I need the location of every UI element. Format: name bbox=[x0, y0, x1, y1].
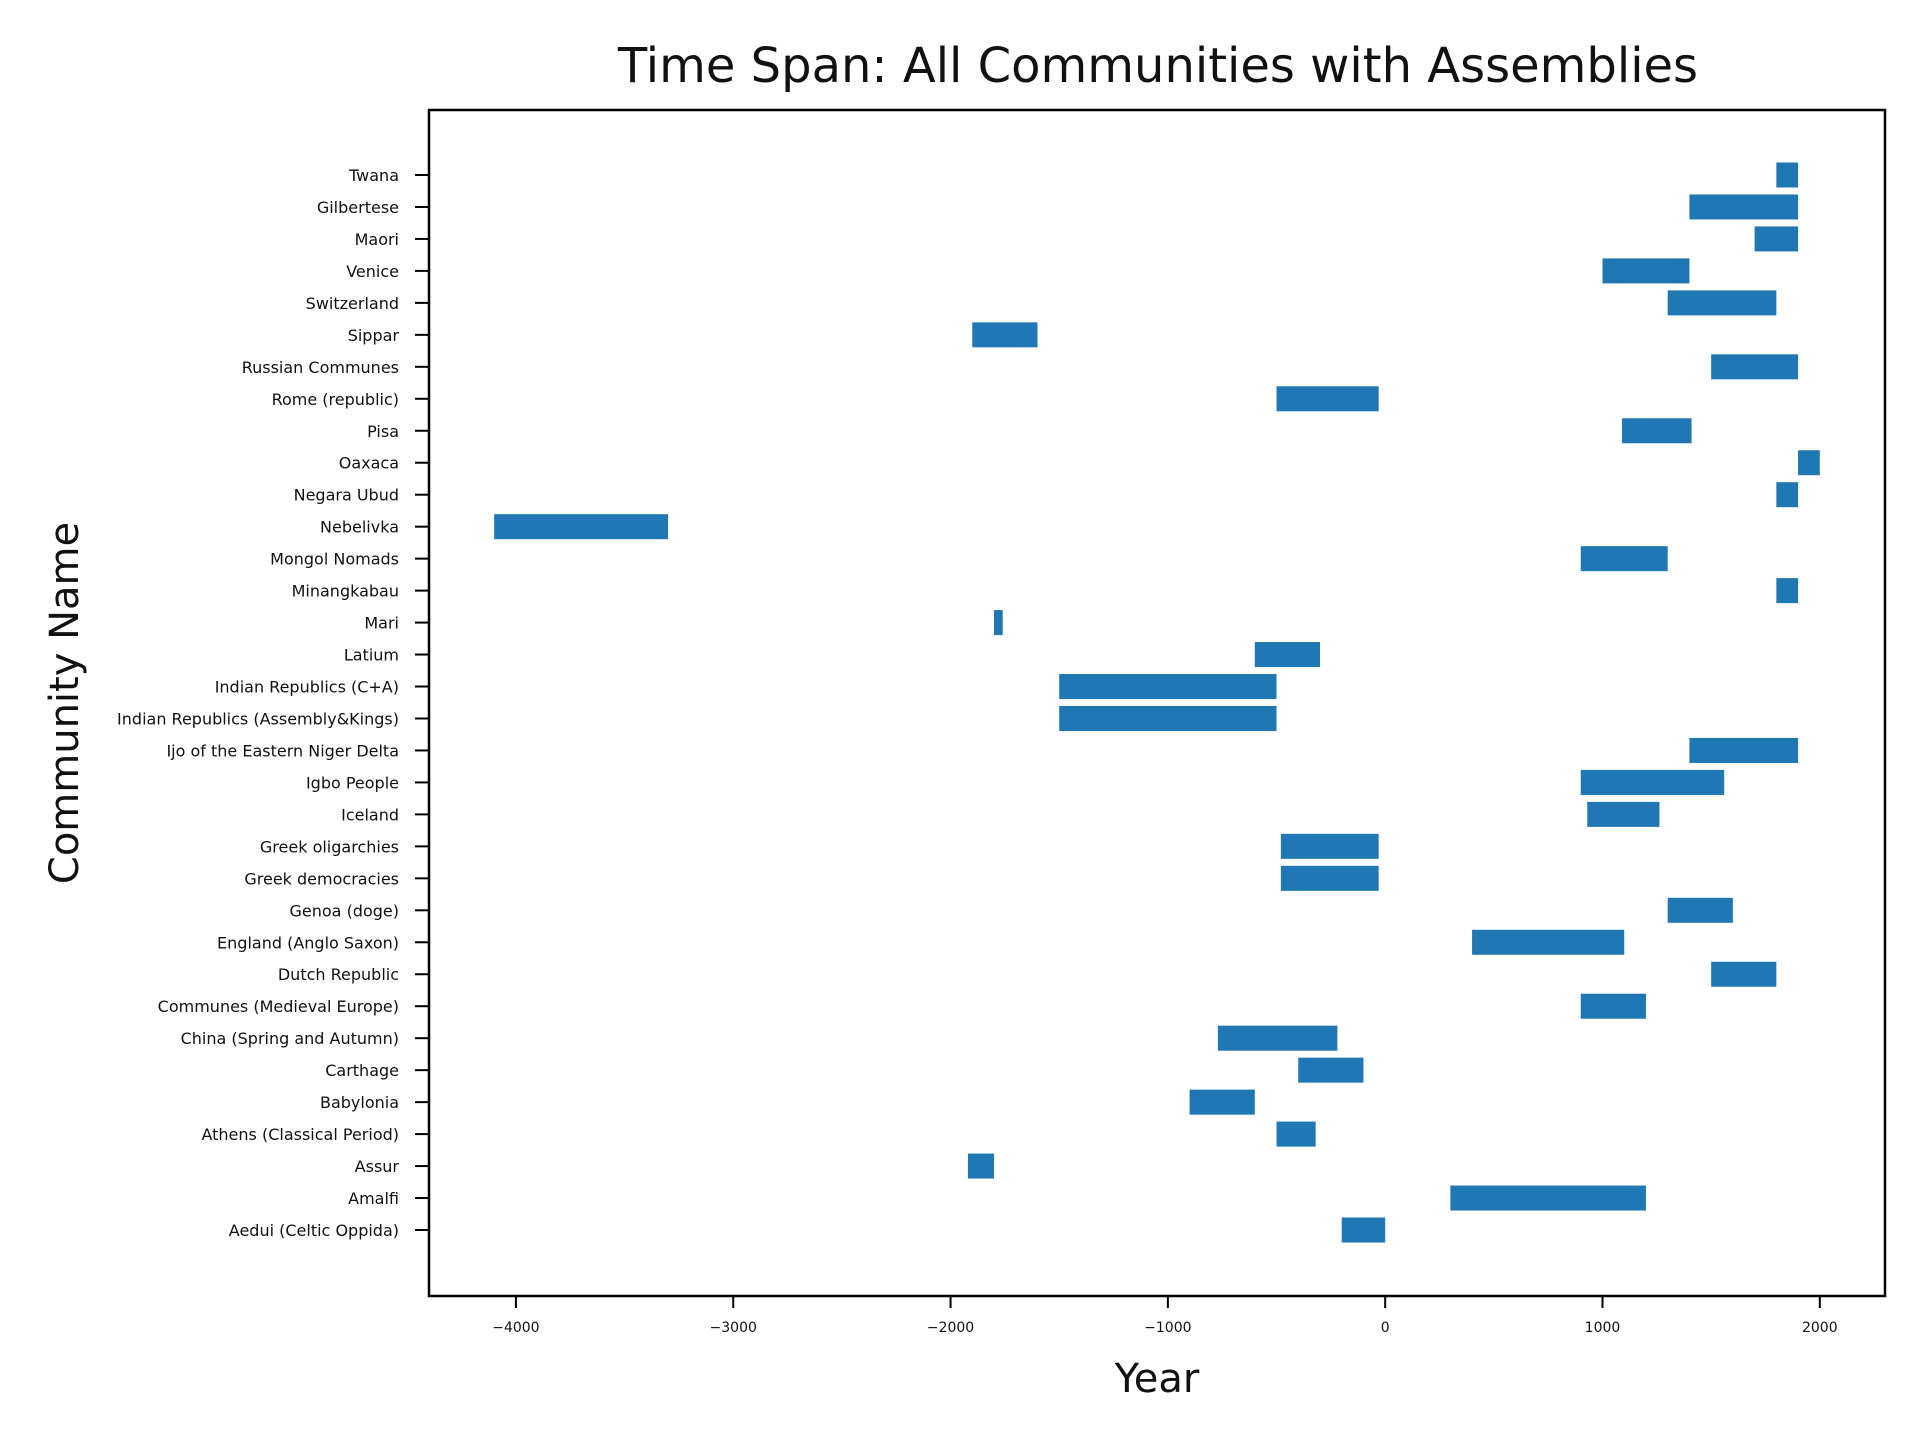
bar-layer bbox=[494, 162, 1820, 1243]
x-tick-label: 0 bbox=[1381, 1320, 1390, 1336]
y-tick-label: Greek democracies bbox=[244, 869, 399, 888]
x-axis-ticks: −4000 −3000 −2000 −1000 0 1000 2000 bbox=[492, 1296, 1838, 1336]
y-tick-label: England (Anglo Saxon) bbox=[217, 933, 399, 952]
y-tick-label: Ijo of the Eastern Niger Delta bbox=[166, 741, 399, 760]
y-tick-label: Igbo People bbox=[306, 773, 399, 792]
bar bbox=[1711, 354, 1799, 380]
bar bbox=[1667, 290, 1777, 316]
y-tick-label: Babylonia bbox=[320, 1093, 399, 1112]
bar bbox=[972, 322, 1038, 348]
y-tick-label: Communes (Medieval Europe) bbox=[158, 997, 399, 1016]
bar bbox=[1798, 450, 1820, 476]
y-tick-label: Dutch Republic bbox=[278, 965, 399, 984]
bar bbox=[1602, 258, 1690, 284]
bar bbox=[1754, 226, 1799, 252]
bar bbox=[1217, 1025, 1338, 1051]
bar bbox=[1776, 482, 1799, 508]
bar bbox=[1472, 929, 1625, 955]
y-tick-label: Switzerland bbox=[306, 294, 399, 313]
y-tick-label: Minangkabau bbox=[292, 582, 399, 601]
bar bbox=[1450, 1185, 1646, 1211]
x-tick-label: −2000 bbox=[927, 1320, 974, 1336]
y-tick-label: Rome (republic) bbox=[272, 390, 399, 409]
bar bbox=[1776, 162, 1799, 188]
y-tick-label: Greek oligarchies bbox=[260, 837, 399, 856]
bar bbox=[1689, 194, 1799, 220]
bar bbox=[1189, 1089, 1255, 1115]
bar bbox=[1254, 642, 1320, 668]
y-tick-label: Latium bbox=[344, 646, 399, 665]
y-tick-label: Assur bbox=[355, 1157, 400, 1176]
y-tick-label: Carthage bbox=[325, 1061, 399, 1080]
x-tick-label: 1000 bbox=[1585, 1320, 1621, 1336]
bar bbox=[1776, 578, 1799, 604]
bar bbox=[1059, 705, 1277, 731]
y-tick-label: Indian Republics (Assembly&Kings) bbox=[117, 709, 399, 728]
y-tick-label: Pisa bbox=[367, 422, 399, 441]
y-tick-label: Venice bbox=[346, 262, 399, 281]
bar bbox=[1059, 674, 1277, 700]
bar bbox=[1276, 386, 1379, 412]
y-tick-label: Twana bbox=[348, 166, 399, 185]
y-tick-label: Athens (Classical Period) bbox=[201, 1125, 399, 1144]
bar bbox=[1622, 418, 1692, 444]
y-tick-label: Genoa (doge) bbox=[290, 901, 400, 920]
y-axis-ticks: Aedui (Celtic Oppida) Amalfi Assur Athens (… bbox=[117, 166, 429, 1240]
y-tick-label: Mari bbox=[364, 614, 399, 633]
y-tick-label: Iceland bbox=[341, 805, 399, 824]
y-tick-label: China (Spring and Autumn) bbox=[181, 1029, 399, 1048]
y-tick-label: Sippar bbox=[348, 326, 400, 345]
plot-frame bbox=[427, 108, 1887, 1298]
y-tick-label: Aedui (Celtic Oppida) bbox=[229, 1221, 399, 1240]
bar bbox=[1711, 961, 1777, 987]
y-tick-label: Maori bbox=[355, 230, 399, 249]
y-tick-label: Gilbertese bbox=[317, 198, 399, 217]
y-tick-label: Amalfi bbox=[348, 1189, 399, 1208]
bar bbox=[1280, 865, 1379, 891]
bar bbox=[494, 514, 669, 540]
bar bbox=[1689, 737, 1799, 763]
y-tick-label: Negara Ubud bbox=[294, 486, 399, 505]
bar bbox=[1580, 993, 1646, 1019]
bar bbox=[1280, 833, 1379, 859]
x-tick-label: 2000 bbox=[1802, 1320, 1838, 1336]
chart-title: Time Span: All Communities with Assembli… bbox=[617, 38, 1698, 94]
y-tick-label: Nebelivka bbox=[320, 518, 399, 537]
y-tick-label: Russian Communes bbox=[242, 358, 399, 377]
bar bbox=[1276, 1121, 1316, 1147]
y-tick-label: Indian Republics (C+A) bbox=[215, 678, 399, 697]
y-tick-label: Mongol Nomads bbox=[270, 550, 399, 569]
y-axis-label: Community Name bbox=[42, 522, 88, 884]
bar bbox=[1587, 801, 1660, 827]
x-axis-label: Year bbox=[1114, 1356, 1200, 1402]
x-tick-label: −3000 bbox=[710, 1320, 757, 1336]
bar bbox=[1667, 897, 1733, 923]
y-tick-label: Oaxaca bbox=[339, 454, 399, 473]
bar bbox=[1298, 1057, 1364, 1083]
bar bbox=[994, 610, 1003, 636]
x-tick-label: −4000 bbox=[492, 1320, 539, 1336]
bar bbox=[1580, 769, 1725, 795]
bar bbox=[1341, 1217, 1386, 1243]
bar bbox=[967, 1153, 995, 1179]
bar bbox=[1580, 546, 1668, 572]
x-tick-label: −1000 bbox=[1144, 1320, 1191, 1336]
